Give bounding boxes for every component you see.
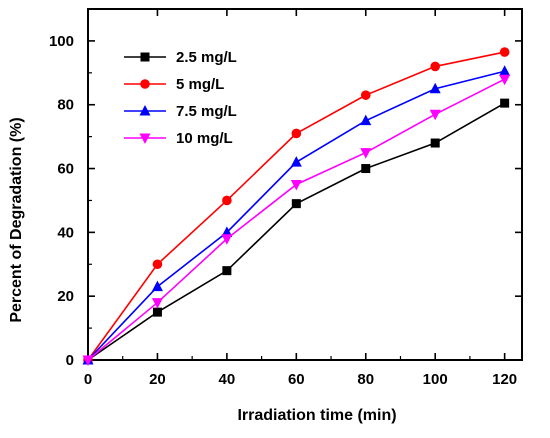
legend-label: 7.5 mg/L xyxy=(176,103,237,120)
data-point xyxy=(152,259,163,270)
data-point xyxy=(429,82,441,94)
data-point xyxy=(291,128,302,139)
data-point xyxy=(361,164,371,174)
data-point xyxy=(430,138,440,148)
x-axis-title: Irradiation time (min) xyxy=(237,407,396,424)
data-point xyxy=(430,61,441,72)
y-axis-title: Percent of Degradation (%) xyxy=(8,117,25,322)
legend-label: 10 mg/L xyxy=(176,130,233,147)
series-10-mg-l xyxy=(82,74,511,366)
x-tick-label: 40 xyxy=(219,371,236,388)
x-tick-label: 0 xyxy=(84,371,92,388)
x-tick-label: 120 xyxy=(492,371,517,388)
data-point xyxy=(222,195,232,206)
data-point xyxy=(360,114,372,126)
series-7-5-mg-l xyxy=(82,65,511,365)
y-tick-label: 40 xyxy=(57,224,74,241)
data-point xyxy=(151,280,163,292)
legend-marker xyxy=(139,133,151,144)
data-point xyxy=(499,65,511,76)
y-tick-label: 80 xyxy=(57,97,74,114)
x-tick-label: 60 xyxy=(288,371,305,388)
data-point xyxy=(290,180,302,191)
data-point xyxy=(151,298,163,309)
data-point xyxy=(360,90,371,100)
data-point xyxy=(429,109,441,121)
x-tick-label: 80 xyxy=(357,371,374,388)
data-point xyxy=(499,47,510,57)
legend-label: 2.5 mg/L xyxy=(176,49,237,66)
y-tick-label: 100 xyxy=(49,33,74,50)
data-point xyxy=(221,234,233,245)
data-point xyxy=(290,156,302,167)
series-5-mg-l xyxy=(83,47,510,365)
data-point xyxy=(222,266,232,276)
data-point xyxy=(500,98,510,108)
data-point xyxy=(152,307,162,317)
data-point xyxy=(499,74,511,86)
data-point xyxy=(360,148,372,159)
axes: 0 20 40 60 80 100 120 0 20 40 60 80 100 xyxy=(49,8,523,388)
legend: 2.5 mg/L 5 mg/L 7.5 mg/L 10 mg/L xyxy=(124,49,237,147)
y-tick-label: 0 xyxy=(66,352,74,369)
legend-marker xyxy=(140,52,150,62)
series-layer xyxy=(82,47,511,366)
y-tick-label: 20 xyxy=(57,288,74,305)
legend-marker xyxy=(139,105,151,116)
x-tick-label: 20 xyxy=(149,371,166,388)
data-point xyxy=(221,226,233,237)
legend-label: 5 mg/L xyxy=(176,76,224,93)
data-point xyxy=(291,199,301,209)
x-tick-label: 100 xyxy=(423,371,448,388)
y-tick-label: 60 xyxy=(57,161,74,178)
legend-marker xyxy=(140,79,150,89)
series-line xyxy=(87,102,506,361)
plot-frame xyxy=(87,8,523,361)
data-point xyxy=(82,355,94,366)
